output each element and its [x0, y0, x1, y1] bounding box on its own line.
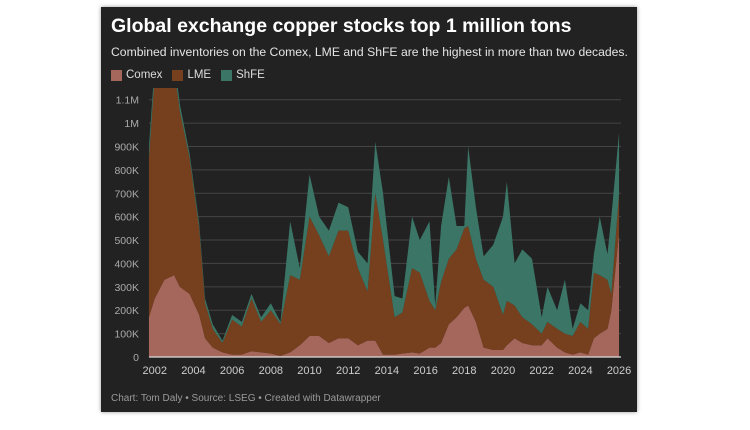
x-tick-label: 2024 — [568, 365, 592, 377]
chart-card: Global exchange copper stocks top 1 mill… — [101, 7, 637, 412]
x-tick-label: 2010 — [297, 365, 321, 377]
y-tick-label: 400K — [114, 258, 139, 270]
legend-item-lme: LME — [172, 69, 211, 81]
y-tick-label: 0 — [133, 352, 139, 364]
x-tick-label: 2012 — [336, 365, 360, 377]
x-tick-label: 2006 — [220, 365, 244, 377]
legend-swatch-shfe — [221, 69, 233, 81]
x-tick-label: 2016 — [413, 365, 437, 377]
y-tick-label: 600K — [114, 212, 139, 224]
plot-area: 0 100K 200K 300K 400K 500K 600K 700K 800K 900K 1M 1… — [114, 88, 631, 377]
legend-item-comex: Comex — [111, 69, 162, 81]
area-shfe — [148, 88, 620, 343]
y-tick-label: 200K — [114, 305, 139, 317]
legend-swatch-lme — [172, 69, 184, 81]
x-tick-label: 2008 — [259, 365, 283, 377]
legend-label-shfe: ShFE — [236, 69, 265, 81]
x-tick-label: 2014 — [375, 365, 399, 377]
y-tick-label: 500K — [114, 235, 139, 247]
x-tick-label: 2018 — [452, 365, 476, 377]
y-tick-label: 1.1M — [116, 95, 139, 107]
area-lme — [148, 88, 620, 356]
legend-swatch-comex — [111, 69, 122, 81]
chart-subtitle: Combined inventories on the Comex, LME a… — [111, 45, 628, 59]
x-tick-label: 2022 — [529, 365, 553, 377]
legend-label-comex: Comex — [126, 69, 163, 81]
legend-label-lme: LME — [187, 69, 212, 81]
x-tick-label: 2020 — [491, 365, 515, 377]
x-tick-label: 2026 — [607, 365, 631, 377]
chart-footer: Chart: Tom Daly • Source: LSEG • Created… — [111, 393, 381, 404]
chart-title: Global exchange copper stocks top 1 mill… — [111, 15, 572, 37]
y-tick-label: 700K — [114, 188, 139, 200]
x-tick-label: 2002 — [142, 365, 166, 377]
y-tick-label: 100K — [114, 329, 139, 341]
y-tick-label: 1M — [124, 118, 139, 130]
y-tick-label: 800K — [114, 165, 139, 177]
y-tick-label: 900K — [114, 141, 139, 153]
area-comex — [148, 233, 620, 357]
legend: Comex LME ShFE — [111, 69, 265, 81]
x-tick-label: 2004 — [181, 365, 205, 377]
y-tick-label: 300K — [114, 282, 139, 294]
legend-item-shfe: ShFE — [221, 69, 265, 81]
